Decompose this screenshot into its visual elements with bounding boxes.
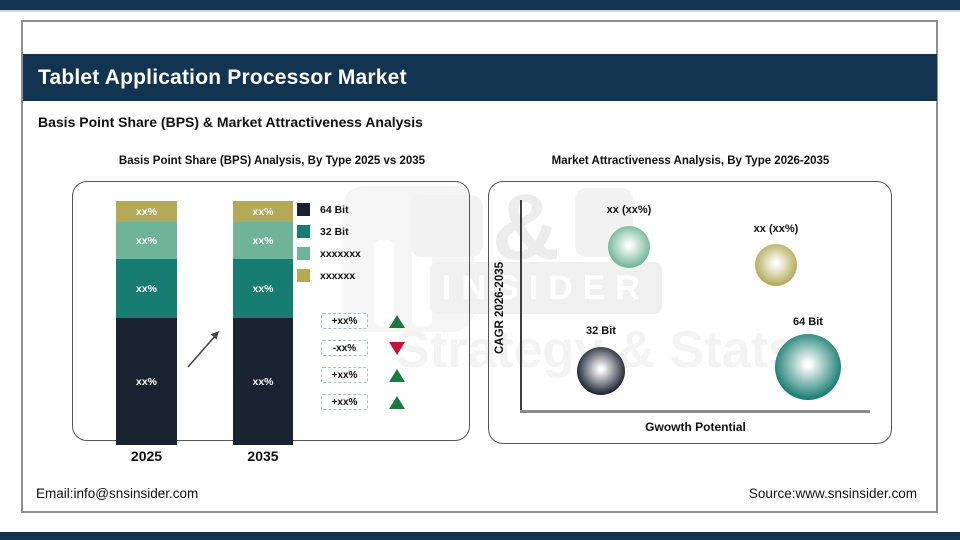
legend-swatch — [297, 225, 310, 238]
bar-segment: xx% — [116, 201, 177, 222]
bar-segment: xx% — [233, 259, 293, 318]
x-tick-2025: 2025 — [130, 448, 163, 464]
bubble-label: 32 Bit — [586, 325, 616, 337]
y-axis-line — [520, 200, 522, 412]
bubble-label: xx (xx%) — [606, 204, 652, 216]
x-axis-line — [520, 410, 870, 413]
content-frame — [21, 20, 938, 513]
triangle-up-icon — [389, 314, 405, 328]
attractiveness-chart-card — [488, 181, 892, 444]
legend-label: 64 Bit — [320, 203, 349, 216]
bar-segment: xx% — [116, 222, 177, 259]
bar-segment: xx% — [233, 318, 293, 445]
change-indicator-row: +xx% — [321, 394, 405, 410]
bubble-olive — [755, 244, 797, 286]
bubble-32bit — [577, 347, 625, 395]
change-indicator-row: +xx% — [321, 313, 405, 329]
legend-swatch — [297, 203, 310, 216]
bar-segment: xx% — [116, 259, 177, 318]
title-bar: Tablet Application Processor Market — [23, 54, 937, 101]
top-accent-band — [0, 0, 960, 12]
footer-source: Source:www.snsinsider.com — [748, 486, 917, 501]
legend-item-placeholder-1: xxxxxxx — [297, 247, 361, 260]
bottom-accent-band — [0, 532, 960, 540]
bubble-label: xx (xx%) — [753, 223, 799, 235]
footer-email: Email:info@snsinsider.com — [36, 486, 199, 501]
legend-item-placeholder-2: xxxxxx — [297, 269, 361, 282]
legend-swatch — [297, 247, 310, 260]
triangle-up-icon — [389, 395, 405, 409]
change-value-box: -xx% — [321, 340, 368, 356]
stacked-bar-2035: xx% xx% xx% xx% — [233, 201, 293, 445]
bar-segment: xx% — [233, 201, 293, 222]
stacked-bar-2025: xx% xx% xx% xx% — [116, 201, 177, 445]
bps-change-indicators: +xx% -xx% +xx% +xx% — [321, 313, 405, 421]
legend-item-64bit: 64 Bit — [297, 203, 361, 216]
x-tick-2035: 2035 — [247, 448, 279, 464]
legend-label: 32 Bit — [320, 225, 349, 238]
bar-segment: xx% — [116, 318, 177, 445]
change-indicator-row: -xx% — [321, 340, 405, 356]
triangle-up-icon — [389, 368, 405, 382]
bar-segment: xx% — [233, 222, 293, 259]
x-axis-label: Gwowth Potential — [645, 420, 746, 434]
trend-arrow-icon — [187, 331, 219, 368]
page-subtitle: Basis Point Share (BPS) & Market Attract… — [38, 114, 423, 130]
page-title: Tablet Application Processor Market — [38, 65, 407, 89]
bps-legend: 64 Bit 32 Bit xxxxxxx xxxxxx — [297, 203, 361, 291]
legend-label: xxxxxxx — [320, 247, 361, 260]
y-axis-label: CAGR 2026-2035 — [492, 205, 508, 410]
bubble-label: 64 Bit — [793, 316, 823, 328]
triangle-down-icon — [389, 341, 405, 355]
bubble-64bit — [775, 334, 841, 400]
legend-swatch — [297, 269, 310, 282]
change-value-box: +xx% — [321, 313, 368, 329]
y-axis-label-text: CAGR 2026-2035 — [494, 261, 506, 354]
attractiveness-chart-title: Market Attractiveness Analysis, By Type … — [551, 155, 830, 167]
bubble-seafoam — [608, 226, 650, 268]
bps-chart-title: Basis Point Share (BPS) Analysis, By Typ… — [118, 155, 426, 167]
legend-item-32bit: 32 Bit — [297, 225, 361, 238]
legend-label: xxxxxx — [320, 269, 356, 282]
change-value-box: +xx% — [321, 367, 368, 383]
change-value-box: +xx% — [321, 394, 368, 410]
change-indicator-row: +xx% — [321, 367, 405, 383]
